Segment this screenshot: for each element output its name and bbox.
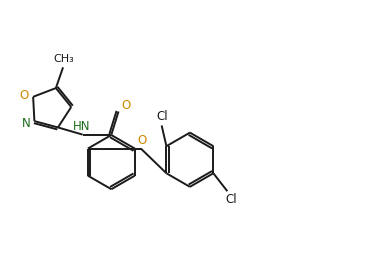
Text: O: O	[20, 89, 29, 102]
Text: HN: HN	[73, 120, 90, 133]
Text: O: O	[122, 99, 131, 112]
Text: N: N	[22, 117, 31, 130]
Text: Cl: Cl	[157, 110, 168, 123]
Text: Cl: Cl	[225, 193, 237, 206]
Text: CH₃: CH₃	[54, 54, 74, 64]
Text: O: O	[137, 134, 146, 147]
